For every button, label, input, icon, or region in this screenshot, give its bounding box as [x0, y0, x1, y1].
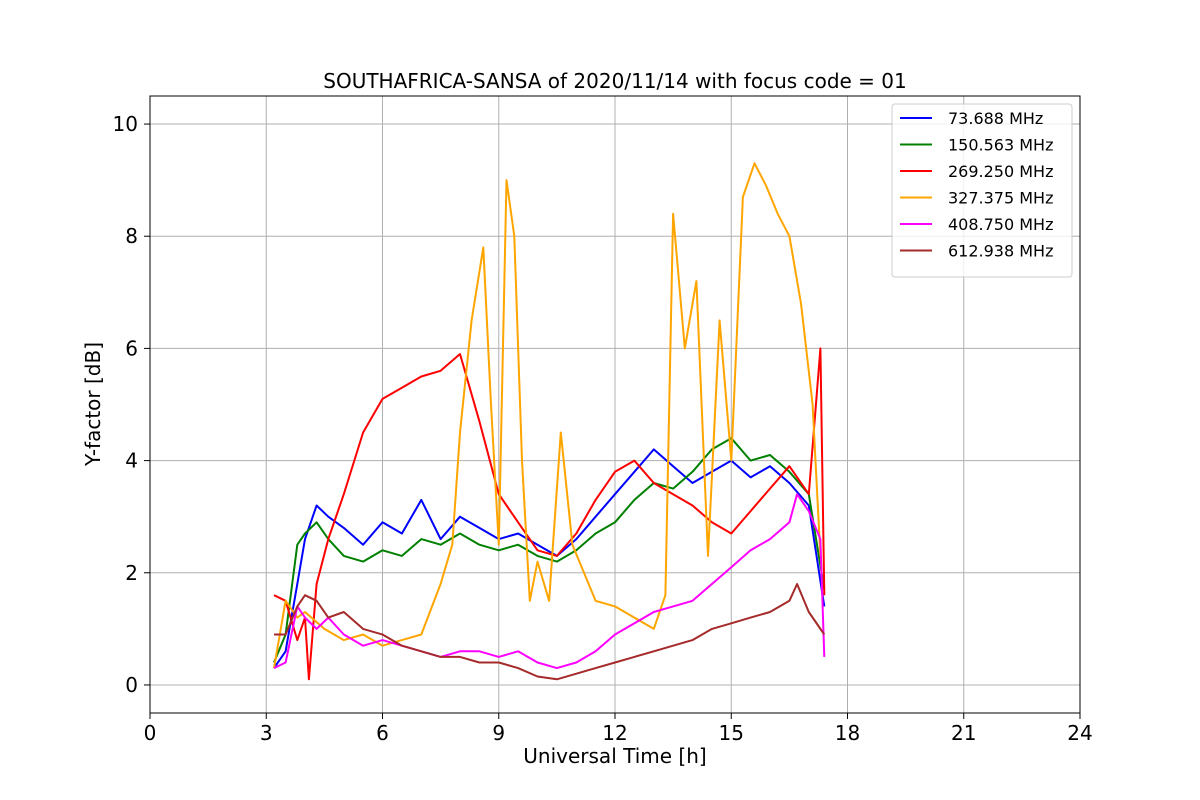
series-line-0	[273, 448, 826, 669]
series-line-4	[273, 493, 826, 670]
y-axis-label: Y-factor [dB]	[81, 342, 105, 467]
chart-title: SOUTHAFRICA-SANSA of 2020/11/14 with foc…	[323, 69, 907, 93]
x-tick-label: 6	[376, 721, 389, 745]
legend-label-3: 327.375 MHz	[948, 189, 1053, 208]
legend-box	[891, 103, 1073, 278]
legend-label-4: 408.750 MHz	[948, 215, 1053, 234]
x-tick-label: 18	[835, 721, 860, 745]
legend-label-0: 73.688 MHz	[948, 109, 1043, 128]
legend-label-5: 612.938 MHz	[948, 242, 1053, 261]
series-line-3	[273, 162, 822, 669]
y-tick-label: 8	[125, 224, 138, 248]
x-axis-label: Universal Time [h]	[523, 744, 706, 768]
x-tick-label: 9	[492, 721, 505, 745]
series-line-2	[273, 347, 826, 681]
legend-label-1: 150.563 MHz	[948, 136, 1053, 155]
y-tick-label: 2	[125, 561, 138, 585]
x-tick-label: 12	[602, 721, 627, 745]
y-tick-label: 0	[125, 673, 138, 697]
legend: 73.688 MHz 150.563 MHz 269.250 MHz 327.375 …	[891, 103, 1073, 278]
y-tick-label: 4	[125, 449, 138, 473]
series-line-5	[274, 583, 826, 681]
x-tick-label: 3	[260, 721, 273, 745]
y-tick-label: 10	[113, 112, 138, 136]
x-tick-label: 0	[144, 721, 157, 745]
x-tick-label: 24	[1067, 721, 1092, 745]
y-tick-label: 6	[125, 336, 138, 360]
legend-label-2: 269.250 MHz	[948, 162, 1053, 181]
x-tick-label: 21	[951, 721, 976, 745]
x-tick-label: 15	[719, 721, 744, 745]
